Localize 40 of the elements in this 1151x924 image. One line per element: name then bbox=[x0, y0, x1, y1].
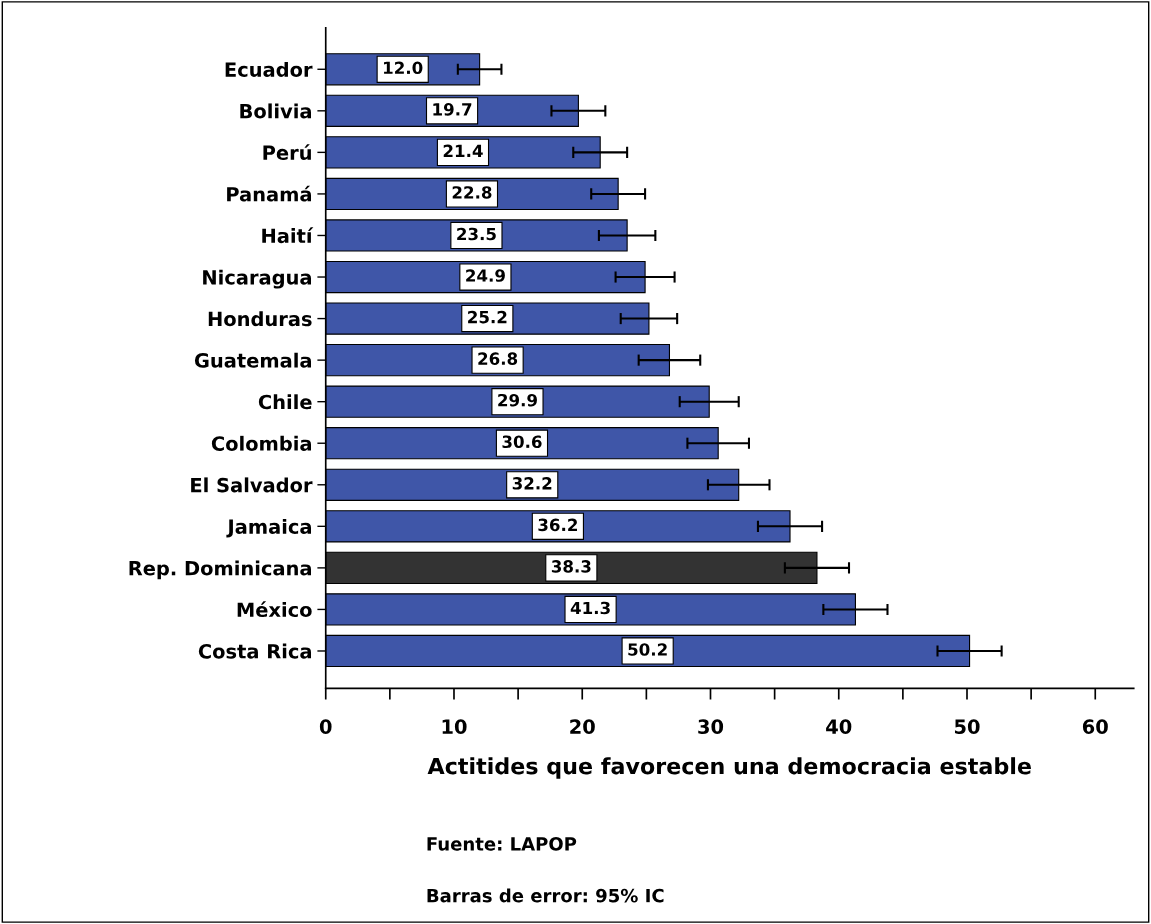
text: Barras de error: 95% IC bbox=[427, 888, 664, 903]
x-tick-label: 30 bbox=[698, 719, 724, 734]
y-tick-label: Rep. Dominicana bbox=[129, 560, 312, 580]
data-label: 19.7 bbox=[433, 103, 472, 116]
y-tick-label: Colombia bbox=[211, 435, 312, 451]
data-label: 21.4 bbox=[443, 144, 483, 157]
x-tick-label: 60 bbox=[1082, 719, 1108, 734]
data-label: 26.8 bbox=[478, 352, 518, 365]
y-tick-label: Nicaragua bbox=[203, 269, 312, 289]
y-tick-label: Honduras bbox=[208, 311, 312, 327]
x-tick-label: 10 bbox=[442, 719, 467, 734]
y-tick-label: Guatemala bbox=[194, 352, 312, 368]
x-tick-label: 40 bbox=[826, 719, 852, 734]
y-tick-label: Haití bbox=[262, 227, 314, 244]
data-label: 32.2 bbox=[512, 477, 552, 490]
data-label: 29.9 bbox=[498, 393, 537, 407]
x-tick-label: 20 bbox=[570, 719, 595, 734]
x-axis-title: Actitides que favorecen una democracia estable bbox=[427, 757, 1031, 779]
data-label: 50.2 bbox=[628, 643, 667, 656]
data-label: 36.2 bbox=[538, 518, 577, 532]
y-tick-label: Bolivia bbox=[240, 103, 312, 119]
y-tick-label: Perú bbox=[263, 144, 311, 161]
y-tick-label: Ecuador bbox=[225, 61, 313, 77]
y-tick-label: México bbox=[237, 601, 312, 618]
y-tick-label: Jamaica bbox=[226, 518, 312, 538]
source-note: Fuente: LAPOP bbox=[427, 837, 577, 851]
data-label: 41.3 bbox=[570, 601, 610, 615]
data-label: 12.0 bbox=[384, 61, 423, 75]
data-label: 30.6 bbox=[502, 435, 542, 449]
y-tick-label: Chile bbox=[258, 394, 312, 410]
data-label: 25.2 bbox=[468, 310, 507, 324]
data-label: 22.8 bbox=[452, 186, 492, 199]
x-tick-label: 0 bbox=[319, 719, 332, 734]
y-tick-label: El Salvador bbox=[191, 477, 313, 493]
data-label: 23.5 bbox=[457, 227, 496, 241]
data-label: 38.3 bbox=[551, 560, 591, 573]
y-tick-label: Costa Rica bbox=[198, 643, 312, 659]
data-label: 24.9 bbox=[466, 269, 505, 282]
y-tick-label: Panamá bbox=[227, 185, 312, 202]
x-tick-label: 50 bbox=[954, 719, 980, 734]
